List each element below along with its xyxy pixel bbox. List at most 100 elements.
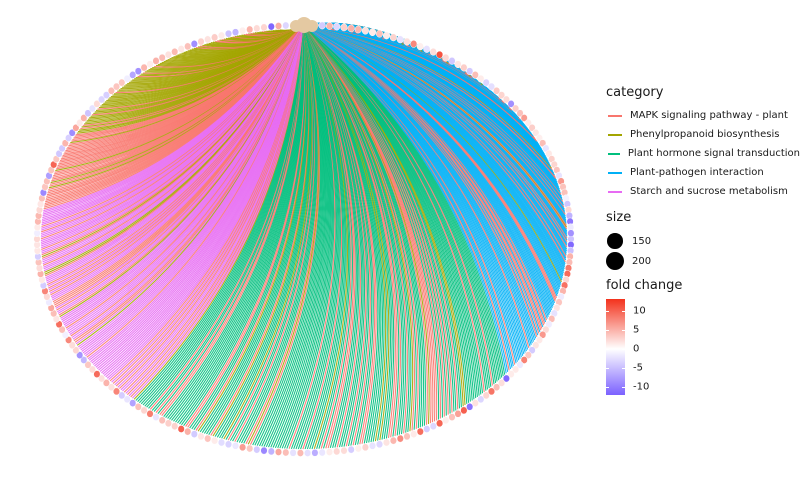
category-hub-node bbox=[306, 20, 318, 32]
category-legend-label: MAPK signaling pathway - plant bbox=[630, 110, 788, 121]
gene-node bbox=[164, 50, 172, 59]
gene-node bbox=[375, 29, 384, 38]
gene-node bbox=[347, 445, 355, 454]
gene-node bbox=[171, 422, 179, 431]
gene-node bbox=[507, 100, 515, 108]
gene-node bbox=[502, 95, 510, 104]
size-legend-label: 150 bbox=[632, 235, 652, 247]
gene-node bbox=[98, 374, 106, 383]
fold-change-tick-label: 5 bbox=[633, 324, 640, 336]
gene-node bbox=[93, 100, 101, 108]
gene-node bbox=[340, 23, 348, 32]
fold-change-tick bbox=[606, 310, 609, 312]
gene-node bbox=[482, 391, 490, 400]
hub-layer bbox=[290, 17, 318, 33]
gene-node bbox=[260, 23, 268, 32]
category-legend-item: Starch and sucrose metabolism bbox=[600, 182, 800, 201]
gene-node bbox=[304, 449, 312, 457]
size-legend-dot bbox=[607, 233, 623, 249]
gene-node bbox=[436, 50, 444, 59]
gene-node bbox=[502, 374, 510, 383]
gene-node bbox=[146, 60, 154, 69]
category-legend-item: Phenylpropanoid biosynthesis bbox=[600, 125, 800, 144]
gene-node bbox=[325, 448, 334, 456]
category-legend-label: Plant-pathogen interaction bbox=[630, 167, 764, 178]
gene-node bbox=[76, 119, 84, 127]
gene-node bbox=[429, 47, 437, 56]
gene-node bbox=[318, 21, 326, 30]
gene-node bbox=[289, 448, 297, 457]
gene-node bbox=[84, 109, 92, 118]
gene-node bbox=[274, 22, 283, 30]
gene-node bbox=[177, 45, 185, 53]
gene-node bbox=[423, 425, 431, 433]
gene-node bbox=[134, 67, 142, 76]
gene-node bbox=[493, 86, 501, 95]
fold-change-colorbar-wrap: 10 5 0 -5 -10 bbox=[606, 299, 800, 395]
gene-node bbox=[231, 28, 240, 37]
size-legend-key bbox=[606, 252, 624, 270]
gene-node bbox=[184, 42, 192, 51]
gene-node bbox=[396, 434, 404, 443]
gene-node bbox=[442, 416, 450, 425]
gene-node bbox=[118, 78, 126, 87]
gene-node bbox=[197, 432, 205, 441]
category-legend-key bbox=[606, 182, 624, 201]
gene-node bbox=[368, 441, 377, 450]
category-legend-title: category bbox=[606, 85, 664, 100]
category-legend-item: Plant hormone signal transduction bbox=[600, 144, 800, 163]
gene-node bbox=[274, 448, 283, 456]
gene-node bbox=[296, 449, 304, 457]
size-legend-label: 200 bbox=[632, 255, 652, 267]
gene-node bbox=[239, 443, 247, 452]
gene-node bbox=[129, 71, 137, 79]
fold-change-tick bbox=[606, 348, 609, 350]
gene-node bbox=[98, 95, 106, 104]
gene-node bbox=[466, 402, 474, 411]
gene-node bbox=[140, 63, 148, 72]
fold-change-tick-label: 10 bbox=[633, 305, 646, 317]
fold-change-colorbar bbox=[606, 299, 625, 395]
gene-node bbox=[88, 104, 96, 113]
gene-node bbox=[403, 37, 411, 46]
gene-node bbox=[311, 448, 319, 457]
gene-node bbox=[477, 395, 485, 404]
size-legend-dot bbox=[606, 252, 624, 270]
gene-node bbox=[487, 82, 496, 91]
gene-node bbox=[184, 427, 192, 436]
gene-node bbox=[389, 436, 397, 445]
gene-node bbox=[361, 26, 369, 35]
category-legend-label: Starch and sucrose metabolism bbox=[630, 186, 788, 197]
gene-node bbox=[361, 443, 369, 452]
size-legend-item: 150 bbox=[600, 231, 800, 251]
fold-change-tick-labels: 10 5 0 -5 -10 bbox=[625, 299, 665, 395]
gene-node bbox=[282, 21, 290, 30]
gene-node bbox=[171, 47, 179, 56]
category-legend-key bbox=[606, 163, 624, 182]
gene-node bbox=[140, 406, 148, 415]
gene-node bbox=[267, 447, 275, 456]
links-layer bbox=[40, 22, 568, 450]
fold-change-tick bbox=[622, 387, 625, 389]
category-legend-label: Phenylpropanoid biosynthesis bbox=[630, 129, 780, 140]
fold-change-legend-title: fold change bbox=[606, 278, 683, 293]
category-legend: category MAPK signaling pathway - plant P… bbox=[600, 84, 800, 201]
gene-node bbox=[88, 365, 96, 374]
gene-node bbox=[512, 365, 520, 374]
size-legend: size 150 200 bbox=[600, 209, 800, 271]
gene-node bbox=[224, 29, 233, 38]
gene-node bbox=[211, 436, 219, 445]
gene-node bbox=[204, 434, 212, 443]
gene-node bbox=[253, 445, 261, 454]
gene-node bbox=[436, 419, 444, 428]
gene-node bbox=[460, 406, 468, 415]
gene-node bbox=[246, 25, 254, 34]
gene-node bbox=[429, 422, 437, 431]
gene-node bbox=[442, 53, 450, 62]
gene-node bbox=[375, 440, 384, 449]
gene-node bbox=[190, 430, 198, 438]
gene-node bbox=[123, 74, 131, 83]
gene-node bbox=[107, 383, 115, 392]
gene-node bbox=[325, 22, 334, 30]
gene-node bbox=[239, 26, 247, 35]
